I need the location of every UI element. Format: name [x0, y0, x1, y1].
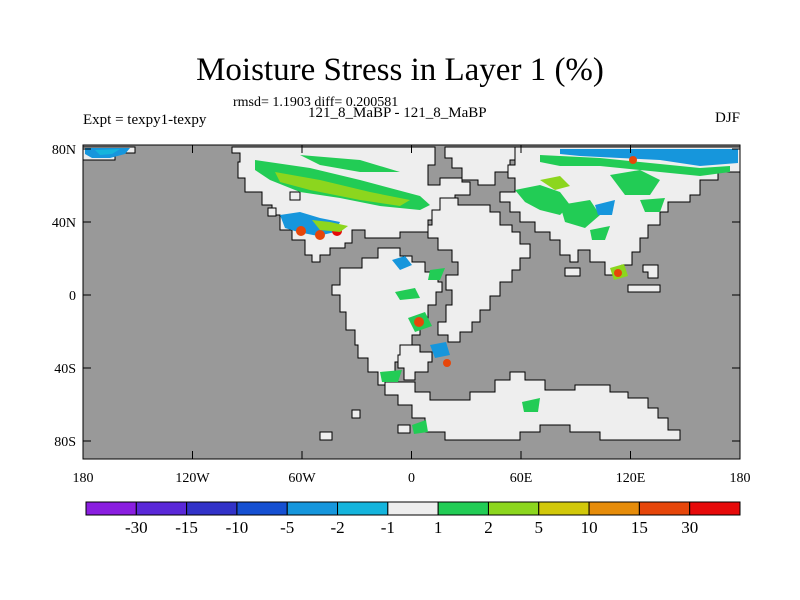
lat-label-80s: 80S: [54, 435, 76, 450]
colorbar-box-5: [337, 501, 389, 516]
anomaly-asia-hotspot: [614, 269, 622, 277]
anomaly-africa-1: [392, 256, 412, 270]
land-island-3: [397, 424, 411, 434]
lat-label-0: 0: [69, 289, 76, 304]
colorbar-box-0: [85, 501, 137, 516]
colorbar-label-7: 2: [484, 518, 493, 537]
colorbar-box-2: [186, 501, 238, 516]
anomaly-eurasia-6: [540, 176, 570, 190]
land-japan: [642, 264, 659, 279]
colorbar-box-10: [588, 501, 640, 516]
anomaly-africa-3: [395, 288, 420, 300]
land-island-4: [351, 409, 361, 419]
colorbar-box-9: [538, 501, 590, 516]
colorbar-box-4: [286, 501, 339, 516]
anomaly-asia-spot: [629, 156, 637, 164]
colorbar-label-9: 10: [581, 518, 598, 537]
lat-label-40n: 40N: [52, 216, 76, 231]
anomaly-eurasia-4: [640, 198, 665, 212]
anomaly-arctic-west-inner: [95, 149, 120, 155]
colorbar-box-3: [236, 501, 288, 516]
colorbar-box-7: [437, 501, 489, 516]
colorbar-label-10: 15: [631, 518, 648, 537]
colorbar-label-1: -15: [175, 518, 198, 537]
colorbar-label-2: -10: [226, 518, 249, 537]
land-island-6: [289, 191, 301, 201]
lat-label-40s: 40S: [54, 362, 76, 377]
anomaly-eurasia-blue: [595, 200, 615, 215]
lon-label-120w: 120W: [175, 471, 210, 486]
colorbar-box-11: [638, 501, 691, 516]
land-southern-africa: [397, 344, 433, 381]
anomaly-arctic-east: [560, 149, 738, 166]
anomaly-sa-1: [380, 370, 402, 382]
anomaly-southern-africa-hotspot: [443, 359, 451, 367]
anomaly-eurasia-3: [610, 170, 660, 195]
anomaly-na-yellowgreen: [275, 172, 410, 206]
anomaly-africa-2: [428, 268, 445, 280]
map-title: Moisture Stress in Layer 1 (%): [196, 52, 604, 88]
lat-label-80n: 80N: [52, 143, 76, 158]
season-label: DJF: [714, 110, 740, 126]
colorbar-label-11: 30: [681, 518, 698, 537]
colorbar-box-1: [135, 501, 188, 516]
anomaly-africa-5: [430, 342, 450, 358]
colorbar-box-12: [689, 501, 741, 516]
colorbar-label-0: -30: [125, 518, 148, 537]
colorbar-box-6: [387, 501, 439, 516]
anomaly-eurasia-1: [515, 185, 570, 215]
land-island-1: [564, 267, 581, 277]
anomaly-eurasia-5: [590, 226, 610, 240]
anomaly-africa-hotspot: [414, 317, 424, 327]
lon-label-60e: 60E: [510, 471, 533, 486]
rmsd-diff-stats: rmsd= 1.1903 diff= 0.200581: [233, 95, 399, 110]
anomaly-antarctica-2: [522, 398, 540, 412]
lat-labels: 80N 40N 0 40S 80S: [52, 143, 76, 450]
colorbar-label-6: 1: [434, 518, 443, 537]
colorbar-label-5: -1: [381, 518, 395, 537]
colorbar-box-8: [487, 501, 540, 516]
anomaly-antarctica-1: [412, 420, 428, 434]
lon-label-180e: 180: [730, 471, 751, 486]
lon-labels: 180 120W 60W 0 60E 120E 180: [73, 471, 751, 486]
land-indonesia: [627, 284, 661, 293]
land-island-2: [319, 431, 333, 441]
lon-label-0: 0: [408, 471, 415, 486]
lon-label-180w: 180: [73, 471, 94, 486]
lon-label-120e: 120E: [616, 471, 646, 486]
anomaly-arctic-east-green: [540, 155, 730, 176]
colorbar-boxes: [85, 501, 741, 516]
colorbar-label-8: 5: [535, 518, 544, 537]
colorbar-label-3: -5: [280, 518, 294, 537]
runs-label: 121_8_MaBP - 121_8_MaBP: [308, 105, 487, 121]
lat-ticks: [83, 148, 740, 442]
anomaly-na-green-blob: [312, 220, 348, 232]
land-island-5: [267, 207, 277, 217]
lon-label-60w: 60W: [288, 471, 316, 486]
anomaly-na-hotspot-2: [315, 230, 325, 240]
anomaly-na-hotspot-1: [296, 226, 306, 236]
land-africa: [427, 197, 531, 343]
colorbar-label-4: -2: [330, 518, 344, 537]
anomaly-contours: [85, 148, 738, 434]
colorbar-labels: -30 -15 -10 -5 -2 -1 1 2 5 10 15 30: [125, 518, 698, 537]
experiment-label: Expt = texpy1-texpy: [83, 112, 207, 128]
lon-ticks: [82, 145, 741, 459]
anomaly-na-north: [300, 155, 400, 172]
anomaly-eurasia-2: [560, 200, 600, 228]
